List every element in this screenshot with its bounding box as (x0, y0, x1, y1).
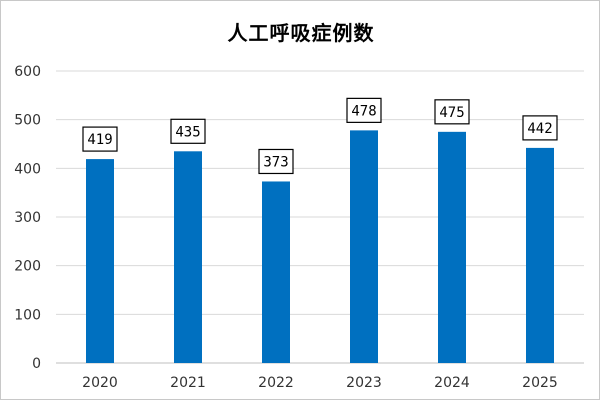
y-tick-label: 400 (14, 161, 41, 177)
data-label-box (434, 99, 470, 125)
x-tick-label: 2025 (522, 375, 558, 391)
bars (86, 130, 554, 363)
x-tick-label: 2023 (346, 375, 382, 391)
bar (86, 159, 114, 363)
data-label-box (258, 148, 294, 175)
y-tick-label: 500 (14, 113, 41, 129)
data-label-box (522, 115, 558, 141)
y-tick-label: 200 (14, 259, 41, 275)
data-label: 435 (175, 124, 200, 140)
x-tick-label: 2022 (258, 375, 294, 391)
y-axis-ticks: 0 100 200 300 400 500 600 (14, 64, 41, 372)
chart-title: 人工呼吸症例数 (227, 21, 375, 45)
data-label-box (82, 126, 118, 152)
data-label: 475 (439, 105, 464, 121)
y-tick-label: 100 (14, 307, 41, 323)
x-tick-label: 2021 (170, 375, 206, 391)
bar (526, 147, 554, 363)
bar (174, 151, 202, 363)
data-label: 478 (351, 103, 376, 119)
data-label-box (346, 97, 382, 123)
x-tick-label: 2024 (434, 375, 470, 391)
bar (438, 131, 466, 363)
y-tick-label: 300 (14, 210, 41, 226)
gridlines (56, 70, 584, 364)
y-tick-label: 600 (14, 64, 41, 80)
data-labels: 419 435 373 478 475 442 (82, 97, 558, 175)
data-label: 442 (527, 121, 552, 137)
bar (350, 130, 378, 363)
bar (262, 181, 290, 363)
x-axis-ticks: 2020 2021 2022 2023 2024 2025 (82, 375, 558, 391)
x-tick-label: 2020 (82, 375, 118, 391)
data-label: 419 (87, 132, 112, 148)
data-label-box (170, 118, 206, 144)
y-tick-label: 0 (32, 356, 41, 372)
data-label: 373 (263, 154, 288, 170)
